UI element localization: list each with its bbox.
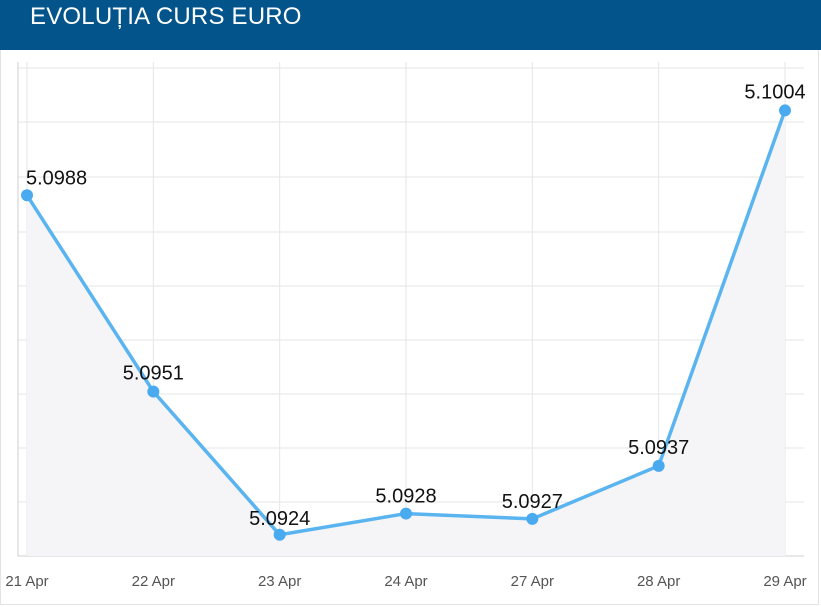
data-point[interactable] <box>779 104 791 117</box>
page-title: EVOLUȚIA CURS EURO <box>30 3 302 30</box>
x-tick-label: 29 Apr <box>763 573 806 590</box>
x-tick-label: 24 Apr <box>384 573 427 590</box>
data-point[interactable] <box>273 528 286 541</box>
series-points <box>21 104 791 541</box>
data-point[interactable] <box>21 189 33 202</box>
chart-panel <box>0 50 819 605</box>
data-label: 5.0988 <box>26 167 87 189</box>
x-tick-label: 22 Apr <box>132 573 175 590</box>
data-point[interactable] <box>526 512 539 525</box>
data-labels: 5.0988 5.0951 5.0924 5.0928 5.0927 5.0937 5.10… <box>26 81 806 529</box>
data-label: 5.0951 <box>123 363 184 385</box>
data-label: 5.0937 <box>628 437 689 459</box>
data-label: 5.0928 <box>375 486 436 508</box>
data-point[interactable] <box>147 385 160 398</box>
series-area <box>27 110 785 556</box>
series-area-fill <box>27 110 785 556</box>
x-tick-label: 23 Apr <box>258 573 301 590</box>
data-point[interactable] <box>652 459 665 472</box>
x-tick-label: 27 Apr <box>511 573 554 590</box>
x-axis-ticks: 21 Apr 22 Apr 23 Apr 24 Apr 27 Apr 28 Apr 29 A… <box>5 573 806 590</box>
data-label: 5.0924 <box>249 508 310 530</box>
x-tick-label: 21 Apr <box>5 573 48 590</box>
data-label: 5.0927 <box>502 491 563 513</box>
chart-header: EVOLUȚIA CURS EURO <box>0 0 821 50</box>
x-tick-label: 28 Apr <box>637 573 680 590</box>
data-point[interactable] <box>400 507 412 520</box>
data-label: 5.1004 <box>744 81 805 103</box>
